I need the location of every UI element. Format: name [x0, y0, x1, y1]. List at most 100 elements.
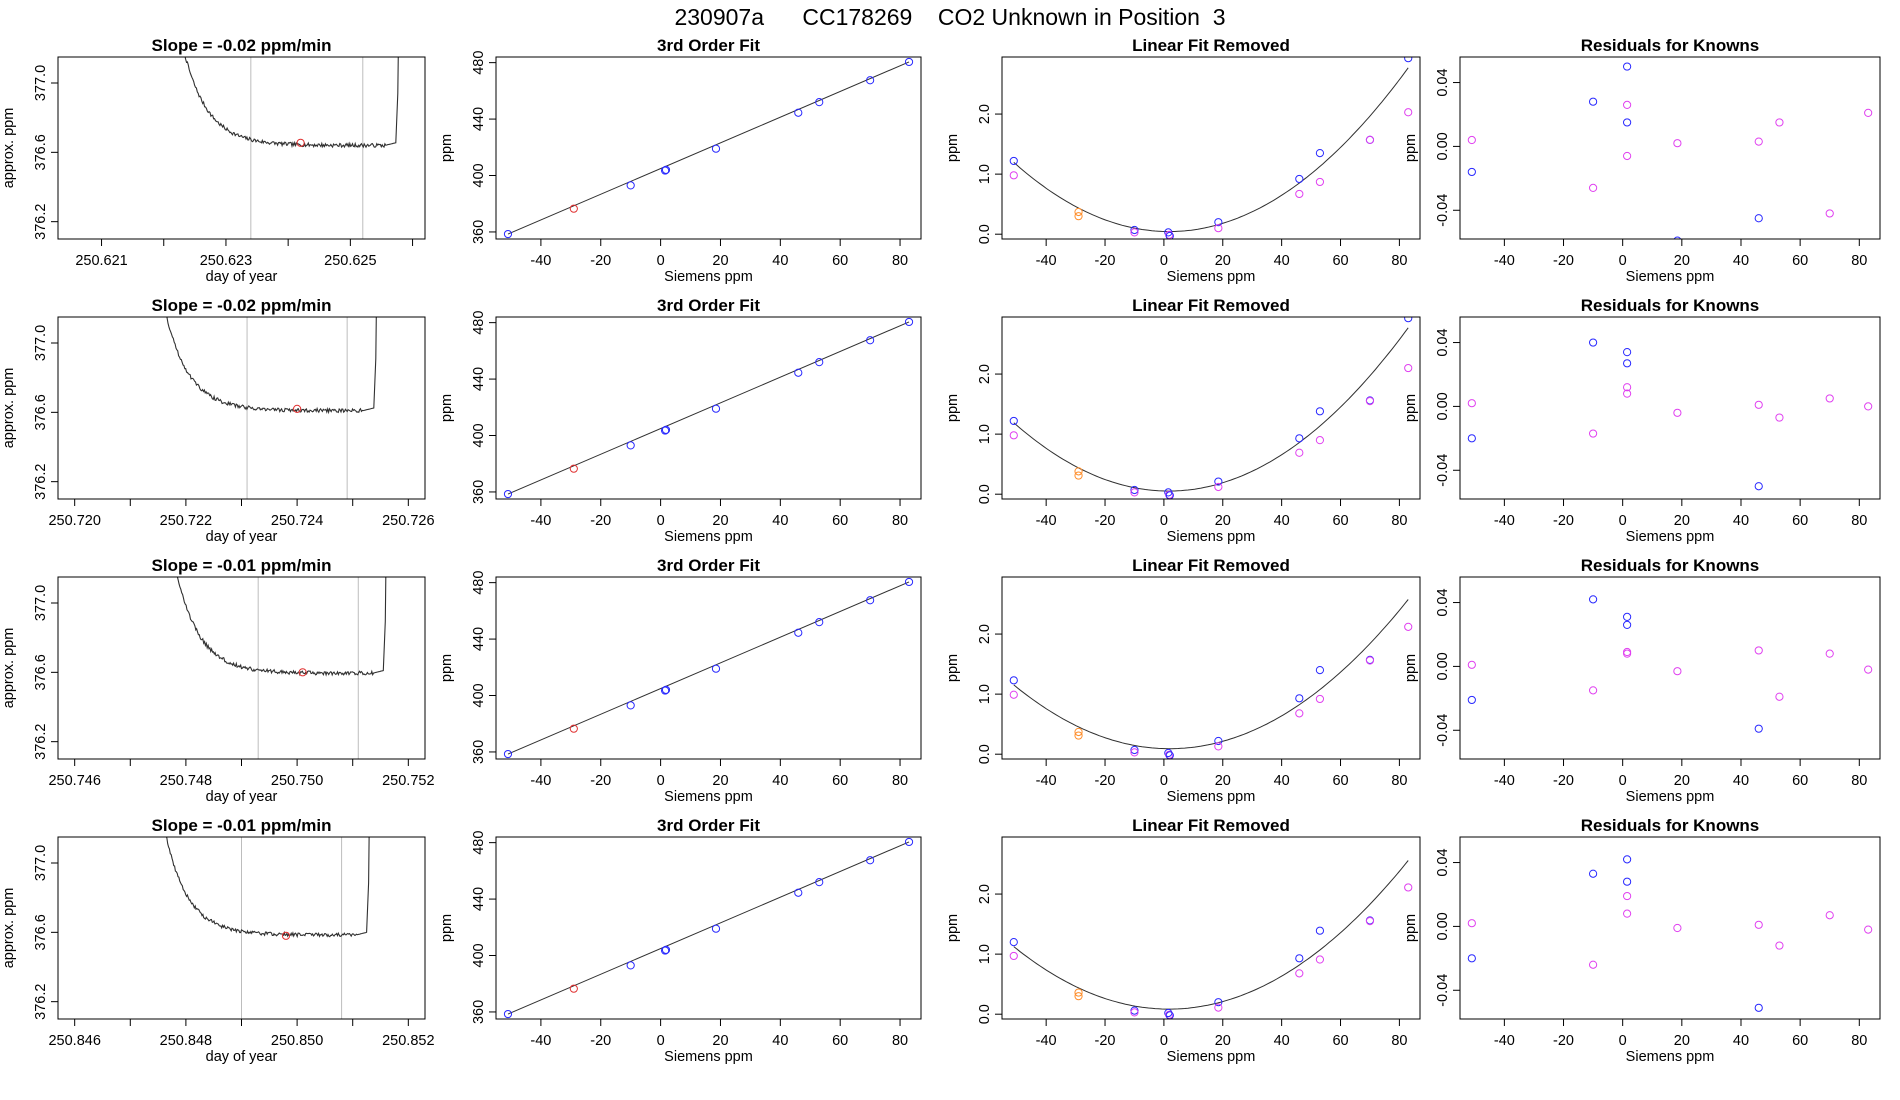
x-tick-label: 250.726 [382, 513, 434, 529]
data-point-magenta [1825, 649, 1834, 658]
x-axis-label: Siemens ppm [664, 1049, 753, 1065]
concentration-trace [166, 317, 377, 415]
data-point-blue [661, 686, 670, 695]
data-point-magenta [1673, 667, 1682, 676]
plot-area [1009, 317, 1413, 499]
data-point-blue [1130, 1006, 1139, 1015]
x-tick-label: 250.752 [382, 773, 434, 789]
y-tick-label: 480 [471, 311, 487, 335]
panel-title: Linear Fit Removed [1132, 36, 1290, 55]
sample-point [293, 404, 302, 413]
x-tick-label: 80 [1851, 773, 1867, 789]
plot-frame [1459, 576, 1881, 760]
x-tick-label: 80 [892, 513, 908, 529]
data-point-magenta [1009, 951, 1018, 961]
y-axis-label: ppm [945, 394, 961, 422]
plot-area [166, 317, 377, 499]
y-tick-label: 360 [471, 480, 487, 504]
data-point-magenta [1214, 482, 1223, 492]
data-point-red [569, 984, 578, 993]
data-point-blue [794, 628, 803, 637]
plot-area [503, 577, 914, 759]
y-axis-label: ppm [945, 654, 961, 682]
y-tick-label: -0.04 [1435, 714, 1451, 747]
x-tick-label: -40 [1494, 1033, 1515, 1049]
data-point-blue [866, 336, 875, 345]
y-tick-label: 377.0 [33, 845, 49, 881]
x-axis-label: Siemens ppm [664, 789, 753, 805]
data-point-magenta [1775, 118, 1784, 127]
x-tick-label: 250.625 [324, 253, 376, 269]
x-tick-label: 40 [1274, 513, 1290, 529]
x-tick-label: 40 [1733, 1033, 1749, 1049]
x-tick-label: -40 [530, 1033, 551, 1049]
panel-title: Residuals for Knowns [1581, 36, 1760, 55]
fit-line [507, 61, 910, 235]
data-point-blue [1623, 855, 1632, 864]
data-point-blue [1754, 482, 1763, 491]
y-axis-label: ppm [1403, 134, 1419, 162]
data-point-blue [1130, 485, 1139, 495]
fit-line [507, 841, 910, 1015]
data-point-orange [1074, 471, 1083, 480]
y-tick-label: 400 [471, 163, 487, 187]
data-point-magenta [1165, 490, 1174, 499]
data-point-blue [1588, 338, 1598, 347]
x-tick-label: 80 [892, 773, 908, 789]
data-point-blue [866, 596, 875, 605]
x-tick-label: 60 [1792, 253, 1808, 269]
x-tick-label: -40 [1494, 773, 1515, 789]
y-tick-label: 440 [471, 887, 487, 911]
x-axis-label: Siemens ppm [1626, 1049, 1715, 1065]
y-tick-label: 480 [471, 571, 487, 595]
panel-r0-c3: Residuals for Knowns -40 -20 0 20 40 60 80 -0.04… [1403, 36, 1881, 285]
panel-r0-c1: 3rd Order Fit -40 -20 0 20 40 60 80 360 400 440 480… [439, 36, 922, 285]
data-point-blue [866, 76, 875, 85]
y-tick-label: 1.0 [977, 684, 993, 704]
y-tick-label: 400 [471, 683, 487, 707]
plot-area [503, 317, 914, 499]
x-tick-label: 0 [1160, 1033, 1168, 1049]
plot-frame [1459, 316, 1881, 500]
data-point-magenta [1775, 692, 1784, 701]
plot-frame [1001, 836, 1421, 1020]
data-point-blue [1623, 359, 1632, 368]
data-point-magenta [1588, 960, 1598, 969]
y-axis-label: ppm [945, 134, 961, 162]
y-axis-label: approx. ppm [1, 628, 17, 709]
y-tick-label: 440 [471, 367, 487, 391]
data-point-magenta [1404, 363, 1413, 373]
fit-line [507, 321, 910, 495]
data-point-blue [904, 317, 914, 327]
panel-r2-c1: 3rd Order Fit -40 -20 0 20 40 60 80 360 400 440 480… [439, 556, 922, 805]
y-tick-label: -0.04 [1435, 194, 1451, 227]
data-point-blue [503, 749, 513, 759]
data-point-blue [1009, 938, 1018, 947]
x-tick-label: 250.621 [75, 253, 127, 269]
plot-frame [1459, 56, 1881, 240]
y-tick-label: 2.0 [977, 104, 993, 124]
plot-frame [495, 316, 922, 500]
x-tick-label: 80 [1851, 1033, 1867, 1049]
x-tick-label: 0 [1160, 513, 1168, 529]
data-point-blue [1467, 434, 1476, 443]
data-point-magenta [1623, 100, 1632, 109]
data-point-blue [1315, 926, 1325, 935]
y-tick-label: 0.04 [1435, 848, 1451, 876]
data-point-blue [1165, 231, 1174, 239]
panel-title: Slope = -0.02 ppm/min [152, 36, 332, 55]
x-axis-label: Siemens ppm [1626, 269, 1715, 285]
y-axis-label: approx. ppm [1, 108, 17, 189]
y-tick-label: 400 [471, 423, 487, 447]
y-axis-label: ppm [1403, 654, 1419, 682]
x-tick-label: 250.623 [200, 253, 252, 269]
data-point-blue [1130, 225, 1139, 235]
panel-r1-c0: Slope = -0.02 ppm/min 250.720 250.722 250.7… [1, 296, 435, 545]
data-point-magenta [1673, 408, 1682, 417]
x-tick-label: 60 [1332, 1033, 1348, 1049]
y-tick-label: 0.04 [1435, 588, 1451, 616]
data-point-blue [815, 98, 824, 107]
data-point-blue [1214, 218, 1223, 227]
data-point-blue [1214, 477, 1223, 486]
y-axis-label: ppm [439, 134, 455, 162]
